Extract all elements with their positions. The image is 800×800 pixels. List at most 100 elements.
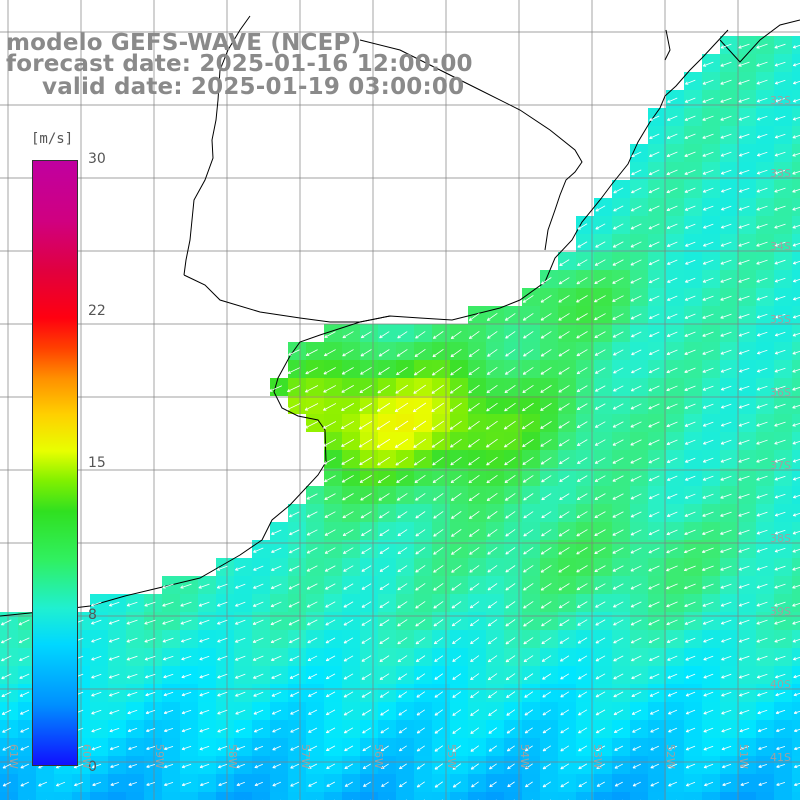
wind-arrow	[578, 655, 588, 662]
wind-arrow	[793, 260, 800, 264]
wind-arrow	[648, 475, 660, 481]
wind-arrow	[793, 296, 800, 300]
wind-arrow	[756, 187, 768, 193]
wind-arrow	[541, 511, 552, 519]
wind-arrow-head	[487, 623, 490, 627]
wind-arrow-head	[253, 549, 256, 553]
wind-arrow	[576, 313, 588, 321]
wind-arrow-head	[145, 710, 149, 714]
field-cell	[792, 378, 800, 396]
wind-arrow-head	[379, 532, 382, 536]
wind-arrow-head	[774, 135, 778, 138]
wind-arrow	[523, 475, 534, 483]
wind-arrow-head	[720, 603, 724, 607]
wind-arrow	[685, 637, 696, 643]
wind-arrow	[164, 763, 174, 768]
wind-arrow	[702, 529, 714, 535]
wind-arrow	[631, 169, 642, 176]
wind-arrow	[452, 637, 462, 644]
wind-arrow-head	[288, 550, 292, 553]
wind-arrow	[739, 169, 750, 175]
wind-arrow-head	[702, 621, 706, 625]
wind-arrow-head	[522, 426, 525, 430]
wind-arrow	[378, 474, 390, 483]
wind-arrow	[756, 439, 768, 445]
wind-arrow	[774, 277, 786, 283]
wind-arrow	[650, 745, 660, 751]
wind-arrow	[756, 655, 768, 661]
wind-arrow-head	[305, 389, 308, 393]
field-cell	[792, 54, 800, 72]
wind-arrow-head	[558, 425, 561, 429]
wind-arrow	[270, 637, 282, 643]
wind-arrow	[469, 547, 480, 555]
wind-arrow	[235, 619, 246, 625]
wind-arrow-head	[685, 477, 688, 481]
wind-arrow	[271, 655, 282, 661]
wind-arrow	[343, 547, 354, 554]
wind-arrow-head	[540, 389, 543, 393]
wind-arrow-head	[738, 63, 741, 67]
wind-arrow	[756, 79, 768, 85]
wind-arrow-head	[468, 317, 472, 321]
wind-arrow	[288, 601, 300, 608]
wind-arrow	[144, 655, 156, 661]
wind-arrow	[595, 673, 606, 680]
wind-arrow	[286, 403, 301, 411]
wind-arrow	[630, 583, 642, 590]
wind-arrow-head	[416, 748, 419, 752]
wind-arrow	[739, 691, 750, 697]
wind-arrow-head	[613, 388, 616, 392]
wind-arrow	[290, 745, 300, 751]
wind-arrow	[594, 475, 606, 482]
wind-arrow-head	[668, 765, 671, 769]
wind-arrow	[630, 313, 642, 320]
wind-arrow-head	[685, 639, 688, 643]
wind-arrow-head	[449, 408, 452, 412]
wind-arrow	[145, 709, 156, 714]
wind-arrow-head	[541, 658, 545, 662]
wind-arrow	[738, 583, 750, 589]
field-cell	[792, 540, 800, 558]
wind-arrow	[792, 458, 800, 463]
wind-arrow	[416, 691, 426, 698]
wind-arrow	[738, 205, 750, 211]
wind-arrow-head	[434, 712, 437, 716]
wind-arrow-head	[341, 407, 344, 411]
wind-arrow	[381, 781, 389, 787]
wind-arrow	[289, 655, 300, 661]
wind-arrow-head	[631, 172, 634, 175]
wind-arrow	[470, 691, 480, 698]
wind-arrow-head	[648, 604, 651, 608]
wind-arrow	[487, 331, 498, 339]
wind-arrow-head	[613, 694, 616, 698]
wind-arrow-head	[792, 63, 796, 66]
wind-arrow	[792, 170, 800, 175]
wind-arrow	[614, 727, 624, 733]
wind-arrow-head	[774, 297, 778, 300]
wind-arrow-head	[470, 730, 473, 734]
wind-arrow-head	[612, 424, 616, 428]
wind-arrow	[377, 456, 391, 466]
wind-arrow-head	[487, 605, 490, 609]
wind-arrow-head	[468, 408, 471, 412]
wind-arrow	[649, 169, 660, 175]
wind-arrow-head	[323, 443, 326, 447]
wind-arrow	[487, 601, 498, 609]
wind-arrow-head	[738, 315, 742, 319]
wind-arrow	[434, 673, 444, 680]
field-cell	[378, 792, 396, 800]
wind-arrow-head	[774, 585, 778, 589]
wind-arrow	[738, 457, 750, 463]
wind-arrow-head	[612, 442, 616, 446]
wind-arrow	[362, 745, 372, 752]
wind-arrow	[450, 438, 462, 448]
field-cell	[126, 792, 144, 800]
wind-arrow-head	[594, 442, 598, 446]
wind-arrow-head	[163, 764, 167, 768]
wind-arrow	[703, 655, 714, 661]
wind-arrow	[468, 384, 480, 394]
wind-arrow	[541, 475, 552, 483]
wind-arrow-head	[631, 711, 635, 715]
wind-arrow	[666, 133, 678, 139]
